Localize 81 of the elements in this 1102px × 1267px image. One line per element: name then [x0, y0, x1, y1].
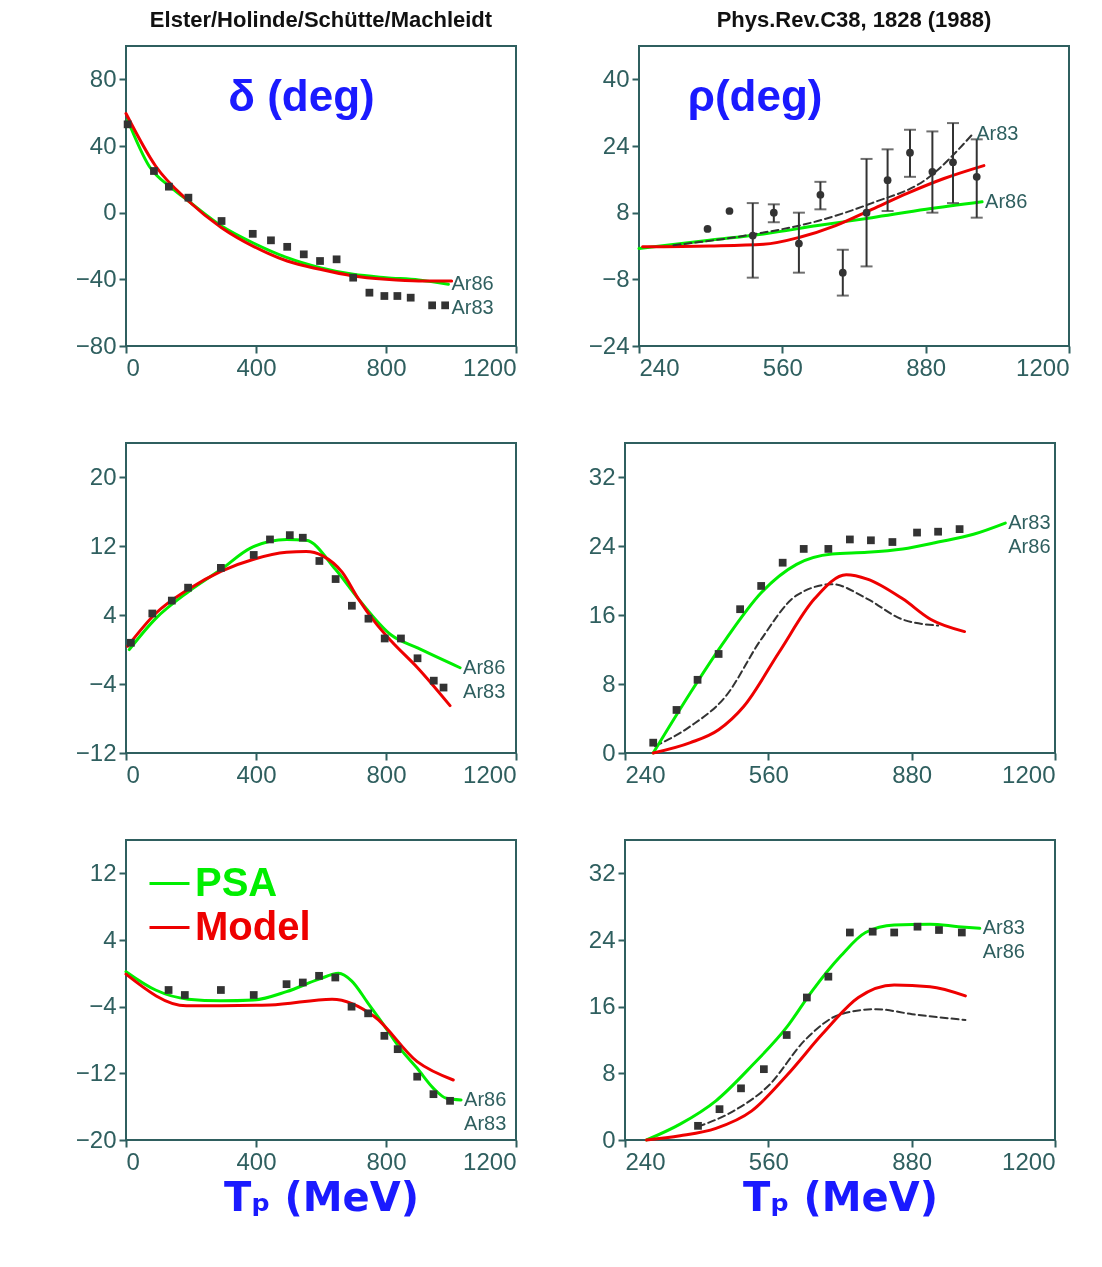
x-axis-title: Tₚ (MeV) — [224, 1173, 419, 1220]
annotation: Ar83 — [982, 916, 1025, 939]
y-tick-label: 16 — [588, 992, 616, 1020]
x-tick-label: 240 — [625, 1147, 666, 1175]
x-tick-label: 240 — [625, 760, 666, 788]
y-tick-label: 80 — [89, 64, 117, 92]
y-tick-label: 8 — [602, 669, 616, 697]
line-series — [641, 164, 986, 249]
x-tick-label: 560 — [762, 353, 803, 381]
x-tick-label: 1200 — [1002, 1147, 1056, 1175]
y-tick-label: 0 — [103, 198, 117, 226]
x-tick-label: 400 — [236, 353, 277, 381]
annotation: Ar83 — [976, 121, 1019, 144]
x-tick-label: 1200 — [463, 353, 517, 381]
x-tick-label: 800 — [366, 353, 407, 381]
x-tick-label: 800 — [366, 1147, 407, 1175]
x-tick-label: 560 — [748, 1147, 789, 1175]
annotation: Ar83 — [1008, 511, 1051, 534]
y-tick-label: 0 — [602, 738, 616, 766]
annotation: Ar83 — [451, 296, 494, 319]
chart-title: Phys.Rev.C38, 1828 (1988) — [716, 7, 992, 32]
y-tick-label: 40 — [602, 64, 630, 92]
y-tick-label: 32 — [588, 462, 616, 490]
y-tick-label: −4 — [89, 669, 117, 697]
y-tick-label: 12 — [89, 531, 117, 559]
x-tick-label: 800 — [366, 760, 407, 788]
x-tick-label: 1200 — [463, 760, 517, 788]
x-tick-label: 880 — [892, 760, 933, 788]
y-axis-title: δ (deg) — [228, 71, 375, 120]
x-tick-label: 880 — [892, 1147, 933, 1175]
y-tick-label: 4 — [103, 925, 117, 953]
x-tick-label: 0 — [126, 1147, 140, 1175]
line-series — [645, 983, 967, 1142]
y-tick-label: 4 — [103, 600, 117, 628]
annotation: Ar86 — [451, 272, 494, 295]
x-tick-label: 0 — [126, 353, 140, 381]
y-tick-label: 16 — [588, 600, 616, 628]
line-series — [124, 972, 455, 1082]
y-tick-label: −20 — [75, 1125, 117, 1153]
legend-label: Model — [195, 903, 311, 948]
y-tick-label: −12 — [75, 738, 117, 766]
y-tick-label: −4 — [89, 992, 117, 1020]
y-axis-title: ρ(deg) — [687, 71, 823, 120]
x-tick-label: 1200 — [463, 1147, 517, 1175]
line-series — [651, 573, 967, 755]
x-tick-label: 1200 — [1016, 353, 1070, 381]
y-tick-label: 20 — [89, 462, 117, 490]
x-axis-title: Tₚ (MeV) — [743, 1173, 938, 1220]
y-tick-label: 40 — [89, 131, 117, 159]
y-tick-label: 24 — [588, 925, 616, 953]
x-tick-label: 1200 — [1002, 760, 1056, 788]
annotation: Ar86 — [1008, 535, 1051, 558]
y-tick-label: 0 — [602, 1125, 616, 1153]
annotation: Ar86 — [463, 655, 506, 678]
y-tick-label: 24 — [588, 531, 616, 559]
y-tick-label: 8 — [602, 1058, 616, 1086]
y-tick-label: 8 — [616, 198, 630, 226]
annotation: Ar86 — [982, 940, 1025, 963]
y-tick-label: 12 — [89, 858, 117, 886]
x-tick-label: 560 — [748, 760, 789, 788]
y-tick-label: −12 — [75, 1058, 117, 1086]
x-tick-label: 400 — [236, 760, 277, 788]
chart-title: Elster/Holinde/Schütte/Machleidt — [149, 7, 493, 32]
annotation: Ar83 — [464, 1112, 507, 1134]
y-tick-label: −40 — [75, 264, 117, 292]
y-tick-label: −8 — [602, 264, 630, 292]
x-tick-label: 400 — [236, 1147, 277, 1175]
annotation: Ar86 — [464, 1088, 507, 1110]
y-tick-label: −24 — [588, 331, 630, 359]
legend-label: PSA — [195, 859, 278, 904]
line-series — [126, 550, 452, 708]
line-series — [645, 922, 982, 1142]
y-tick-label: 32 — [588, 858, 616, 886]
x-tick-label: 880 — [906, 353, 947, 381]
annotation: Ar83 — [463, 679, 506, 702]
x-tick-label: 240 — [639, 353, 680, 381]
annotation: Ar86 — [985, 189, 1028, 212]
y-tick-label: 24 — [602, 131, 630, 159]
x-tick-label: 0 — [126, 760, 140, 788]
line-series — [651, 521, 1007, 755]
y-tick-label: −80 — [75, 331, 117, 359]
